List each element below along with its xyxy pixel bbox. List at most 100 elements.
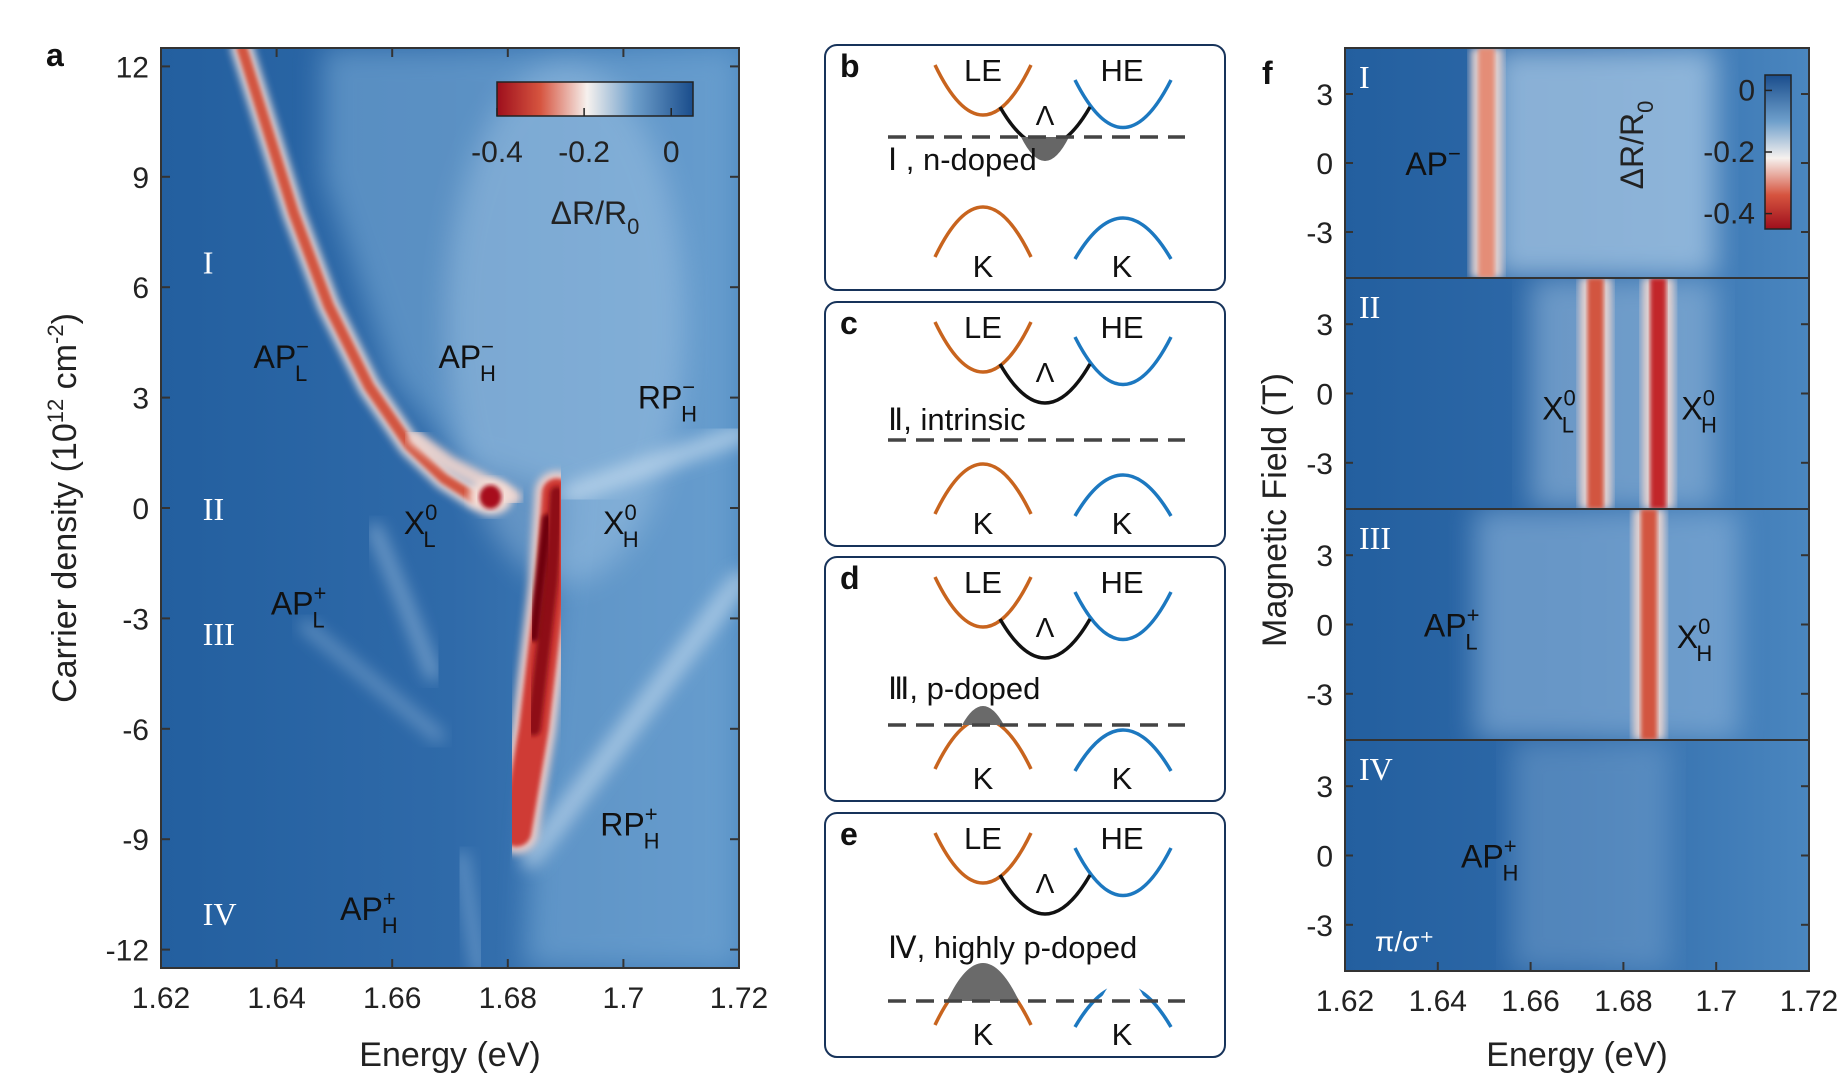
label-part: − <box>296 334 309 359</box>
y-tick-label: 9 <box>132 162 149 195</box>
label-part: X <box>1677 619 1698 655</box>
label-part: RP <box>600 807 644 843</box>
region-label: IV <box>1359 751 1393 787</box>
Lambda-band <box>998 874 1092 916</box>
HE-label: HE <box>1100 565 1143 600</box>
label-part: H <box>1701 412 1717 437</box>
K-right-label: K <box>1112 249 1133 284</box>
light-region <box>1493 48 1717 278</box>
HE-label: HE <box>1100 821 1143 856</box>
doping-caption: Ⅲ, p-doped <box>888 671 1040 706</box>
light-region <box>1474 509 1740 740</box>
label-part: L <box>312 608 324 633</box>
Lambda-label: Λ <box>1036 868 1055 899</box>
doping-caption: Ⅰ , n-doped <box>888 142 1037 177</box>
x-tick-label: 1.62 <box>1316 985 1374 1018</box>
peak-annotation: RP+ H <box>600 802 659 854</box>
XH0-stripe-center <box>528 514 553 642</box>
x-tick-label: 1.7 <box>603 982 645 1015</box>
Lambda-label: Λ <box>1036 612 1055 643</box>
doping-caption: Ⅳ, highly p-doped <box>888 930 1137 965</box>
label-part: L <box>1562 412 1574 437</box>
LE-conduction-band <box>933 832 1033 885</box>
label-part: 0 <box>625 500 637 525</box>
y-tick-label: 6 <box>132 272 149 305</box>
peak-annotation: AP− <box>1405 141 1461 182</box>
schematic-frame <box>824 556 1226 802</box>
y-tick-label: -12 <box>106 935 149 968</box>
colorbar-a: -0.4 -0.2 0 ΔR/R0 <box>471 81 694 239</box>
label-part: AP <box>253 339 296 375</box>
y-tick-label: -3 <box>122 603 149 636</box>
x-tick-label: 1.64 <box>1409 985 1467 1018</box>
Lambda-band <box>998 618 1092 660</box>
label-part: + <box>645 802 658 827</box>
label-part: AP <box>271 586 314 622</box>
K-left-label: K <box>973 249 994 284</box>
hole-fill-blank <box>1100 977 1146 1001</box>
y-tick-label: -3 <box>1306 448 1333 481</box>
colorbar-tick-label: 0 <box>1738 74 1755 107</box>
label-part: 0 <box>1698 614 1710 639</box>
K-left-label: K <box>973 1017 994 1052</box>
y-tick-label: 3 <box>132 383 149 416</box>
peak-annotation: AP+ H <box>340 886 397 938</box>
LE-conduction-band <box>933 321 1033 374</box>
peak-annotation: X0 L <box>1542 385 1576 437</box>
LE-valence-band <box>933 462 1033 515</box>
region-label: IV <box>203 896 237 932</box>
subpanel-III-image <box>1345 509 1809 740</box>
label-part: X <box>1542 390 1563 426</box>
y-tick-label: 3 <box>1316 309 1333 342</box>
label-part: + <box>383 886 396 911</box>
label-part: + <box>314 581 327 606</box>
x-tick-label: 1.72 <box>710 982 768 1015</box>
peak-annotation: AP− L <box>253 334 309 386</box>
Lambda-label: Λ <box>1036 100 1055 131</box>
x-tick-label: 1.68 <box>1594 985 1652 1018</box>
x-tick-label: 1.64 <box>247 982 305 1015</box>
colorbar-tick-label: -0.4 <box>471 136 523 169</box>
label-part: H <box>681 402 697 427</box>
panel-a-heatmap: 1.62 1.64 1.66 1.68 1.7 1.72 129630-3-6-9-12 … <box>43 37 768 1074</box>
K-left-label: K <box>973 761 994 796</box>
y-tick-label: 0 <box>1316 379 1333 412</box>
label-part: X <box>1681 390 1702 426</box>
label-part: + <box>1467 603 1480 628</box>
XL0-peak <box>479 484 502 509</box>
colorbar-a-gradient <box>496 81 694 117</box>
peak-annotation: AP+ H <box>1461 834 1518 886</box>
x-tick-label: 1.7 <box>1695 985 1737 1018</box>
panel-label: b <box>840 48 860 84</box>
peak-annotation: X0 H <box>1681 385 1716 437</box>
AP-L-plus-feature-2 <box>299 619 445 743</box>
light-region <box>1512 740 1670 971</box>
label-part: H <box>644 829 660 854</box>
y-tick-label: 3 <box>1316 540 1333 573</box>
peak-annotation: X0 L <box>404 500 438 552</box>
band-schematics: b LE HE Λ K K Ⅰ , n-doped c LE HE Λ K K Ⅱ, intrinsic d… <box>824 44 1226 1058</box>
HE-label: HE <box>1100 53 1143 88</box>
panel-label: d <box>840 560 860 596</box>
HE-valence-band <box>1073 728 1173 772</box>
HE-valence-band <box>1073 216 1173 260</box>
HE-conduction-band <box>1073 336 1173 387</box>
resonance-line <box>1640 509 1657 740</box>
K-right-label: K <box>1112 506 1133 541</box>
region-label: III <box>203 616 235 652</box>
resonance-line <box>1650 278 1667 509</box>
label-part: AP <box>1461 839 1504 875</box>
resonance-line <box>1587 278 1604 509</box>
region-label: II <box>1359 289 1380 325</box>
label-part: H <box>1696 641 1712 666</box>
HE-conduction-band <box>1073 847 1173 898</box>
x-axis-label-f: Energy (eV) <box>1486 1036 1667 1074</box>
peak-annotation: AP− H <box>438 334 495 386</box>
y-tick-label: 0 <box>1316 841 1333 874</box>
subpanel-II-image <box>1345 278 1809 509</box>
label-part: RP <box>638 380 682 416</box>
x-axis-label: Energy (eV) <box>359 1036 540 1074</box>
LE-conduction-band <box>933 64 1033 117</box>
y-tick-label: -3 <box>1306 679 1333 712</box>
panel-label-a: a <box>46 37 64 73</box>
